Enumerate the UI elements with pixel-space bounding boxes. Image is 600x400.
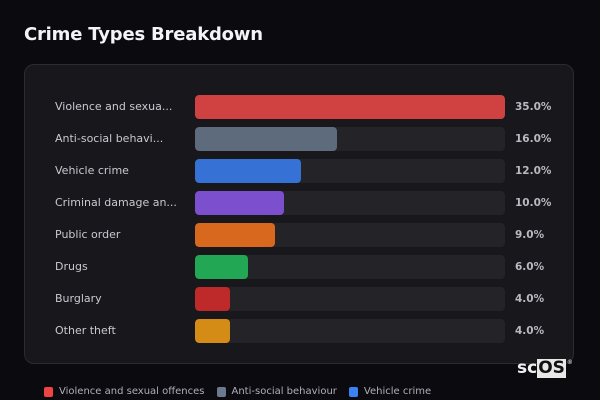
chart-legend: Violence and sexual offences Anti-social … xyxy=(44,386,431,397)
legend-item[interactable]: Anti-social behaviour xyxy=(216,386,337,397)
legend-swatch-icon xyxy=(348,386,358,397)
bar-fill[interactable] xyxy=(195,95,505,119)
bar-fill[interactable] xyxy=(195,319,231,343)
bar-track xyxy=(195,95,505,119)
legend-item[interactable]: Vehicle crime xyxy=(348,386,432,397)
logo-text-right: OS xyxy=(537,358,566,378)
bar-track xyxy=(195,319,505,343)
bar-row: Vehicle crime 12.0% xyxy=(25,159,575,183)
bar-fill[interactable] xyxy=(195,287,231,311)
bar-track xyxy=(195,287,505,311)
bar-label: Criminal damage an... xyxy=(55,196,177,209)
legend-label: Anti-social behaviour xyxy=(231,386,337,397)
bar-row: Burglary 4.0% xyxy=(25,287,575,311)
bar-label: Public order xyxy=(55,228,121,241)
bar-value: 4.0% xyxy=(515,325,545,337)
bar-label: Burglary xyxy=(55,292,102,305)
page-title: Crime Types Breakdown xyxy=(24,24,263,45)
bar-value: 4.0% xyxy=(515,293,545,305)
bar-fill[interactable] xyxy=(195,223,275,247)
bar-value: 12.0% xyxy=(515,165,552,177)
legend-swatch-icon xyxy=(216,386,226,397)
bar-fill[interactable] xyxy=(195,127,337,151)
bar-label: Vehicle crime xyxy=(55,164,129,177)
bar-track xyxy=(195,127,505,151)
registered-mark: ® xyxy=(566,359,573,366)
bar-value: 10.0% xyxy=(515,197,552,209)
legend-swatch-icon xyxy=(44,386,53,397)
bar-value: 35.0% xyxy=(515,101,552,113)
bar-track xyxy=(195,159,505,183)
bar-fill[interactable] xyxy=(195,191,284,215)
bar-track xyxy=(195,255,505,279)
bar-label: Drugs xyxy=(55,260,88,273)
bar-row: Drugs 6.0% xyxy=(25,255,575,279)
bar-track xyxy=(195,223,505,247)
legend-label: Violence and sexual offences xyxy=(59,386,205,397)
legend-item[interactable]: Violence and sexual offences xyxy=(44,386,205,397)
bar-row: Violence and sexua... 35.0% xyxy=(25,95,575,119)
bar-row: Anti-social behavi... 16.0% xyxy=(25,127,575,151)
bar-fill[interactable] xyxy=(195,255,249,279)
bar-value: 9.0% xyxy=(515,229,545,241)
bar-row: Criminal damage an... 10.0% xyxy=(25,191,575,215)
bar-row: Public order 9.0% xyxy=(25,223,575,247)
bar-track xyxy=(195,191,505,215)
bar-value: 6.0% xyxy=(515,261,545,273)
bar-label: Other theft xyxy=(55,324,116,337)
chart-card: Violence and sexua... 35.0% Anti-social be… xyxy=(24,64,574,364)
brand-logo: sc OS ® xyxy=(517,359,573,378)
bar-label: Violence and sexua... xyxy=(55,100,173,113)
logo-text-left: sc xyxy=(517,358,538,378)
bar-fill[interactable] xyxy=(195,159,302,183)
bar-label: Anti-social behavi... xyxy=(55,132,164,145)
bar-row: Other theft 4.0% xyxy=(25,319,575,343)
bar-value: 16.0% xyxy=(515,133,552,145)
legend-label: Vehicle crime xyxy=(363,386,432,397)
